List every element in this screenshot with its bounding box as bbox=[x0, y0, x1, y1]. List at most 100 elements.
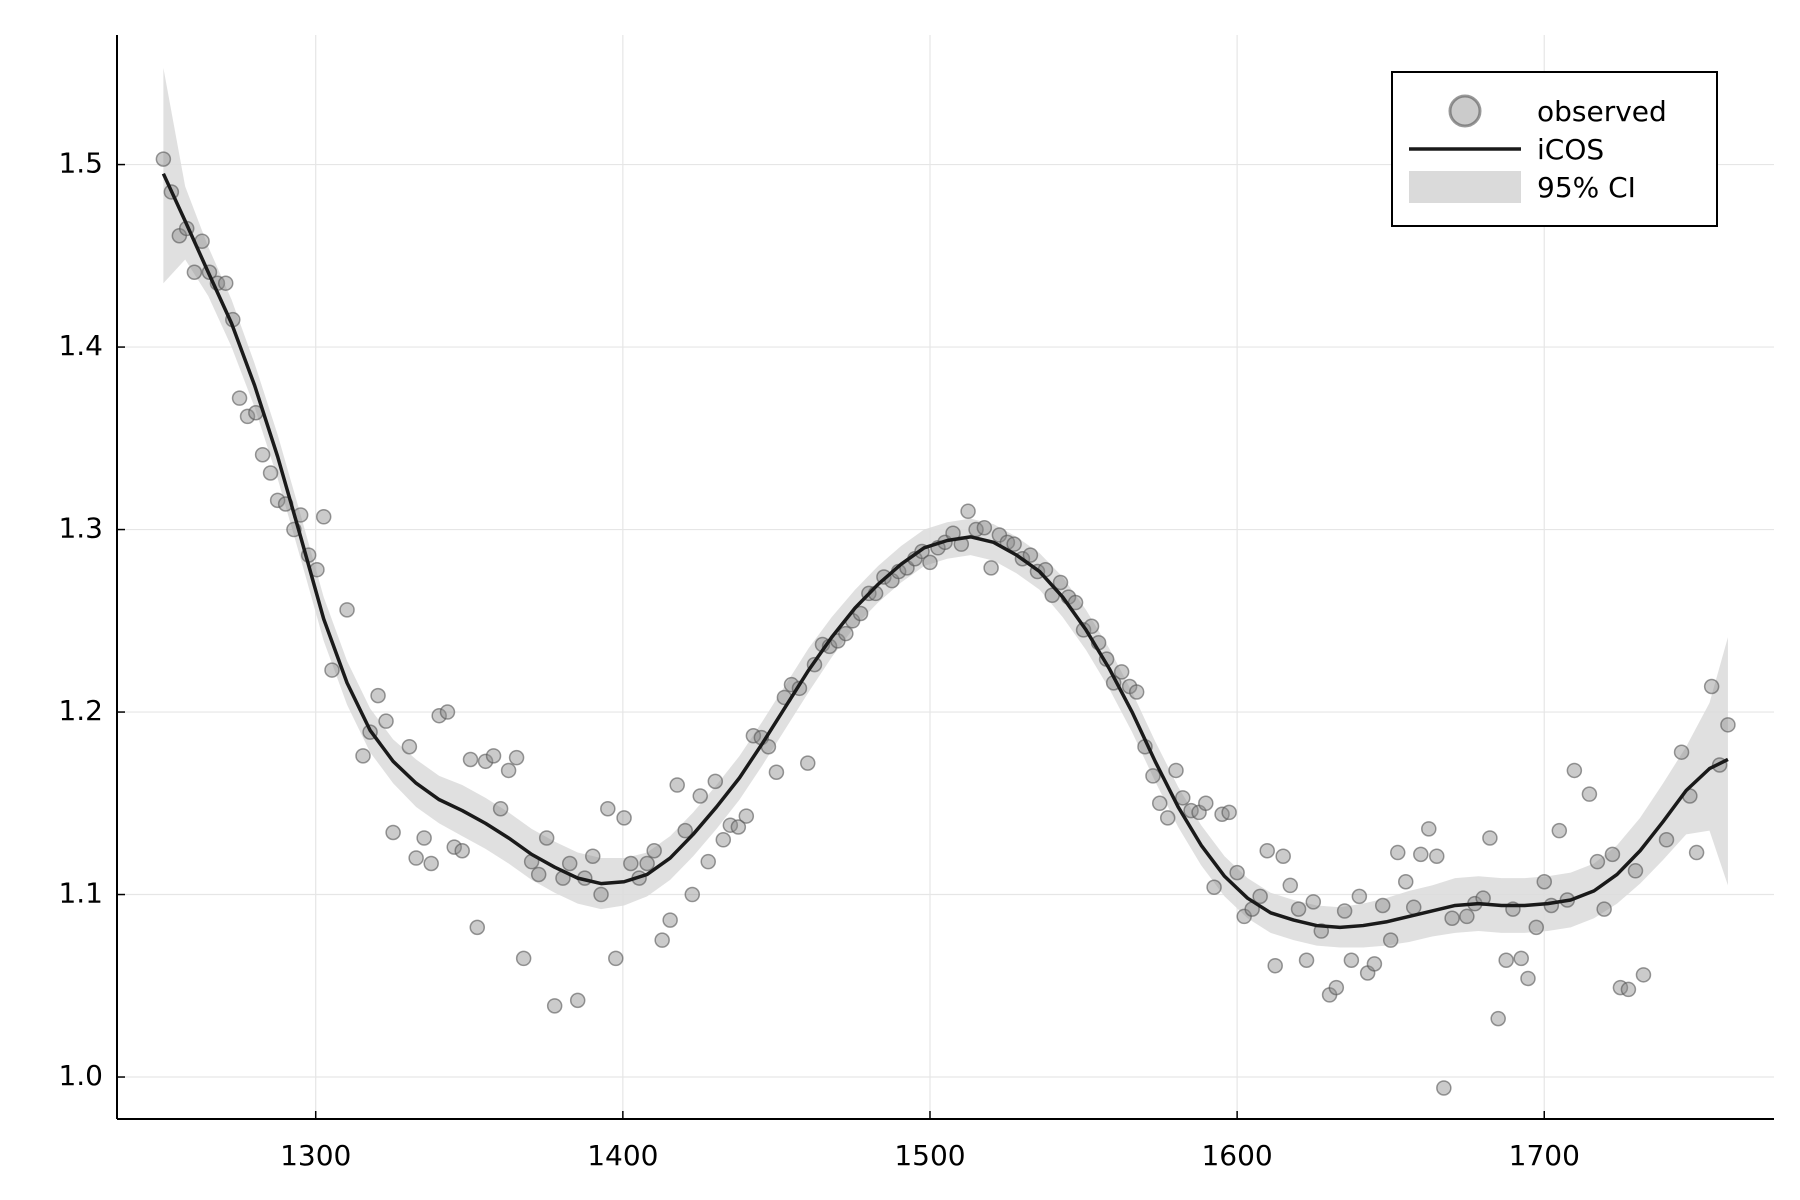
data-point bbox=[662, 912, 678, 928]
legend-label: observed bbox=[1537, 95, 1667, 128]
y-tick-label: 1.0 bbox=[58, 1059, 103, 1092]
data-point bbox=[355, 748, 371, 764]
data-point bbox=[960, 503, 976, 520]
data-point bbox=[1589, 853, 1606, 870]
y-tick-label: 1.1 bbox=[58, 877, 103, 910]
data-point bbox=[155, 151, 172, 167]
data-point bbox=[546, 998, 563, 1014]
data-point bbox=[530, 866, 547, 883]
data-point bbox=[707, 773, 724, 790]
data-point bbox=[1006, 536, 1022, 552]
data-point bbox=[838, 625, 854, 642]
data-point bbox=[1145, 768, 1161, 784]
data-point bbox=[593, 886, 609, 903]
data-point bbox=[1113, 664, 1130, 680]
data-point bbox=[477, 753, 494, 770]
data-point bbox=[1498, 952, 1514, 968]
data-point bbox=[692, 788, 709, 804]
data-point bbox=[385, 824, 401, 841]
data-point bbox=[799, 755, 816, 771]
data-point bbox=[508, 749, 525, 766]
data-point bbox=[1290, 901, 1307, 917]
data-point bbox=[1128, 684, 1145, 700]
data-point bbox=[1703, 678, 1720, 695]
data-point bbox=[852, 605, 869, 622]
data-point bbox=[1513, 950, 1529, 967]
data-point bbox=[315, 509, 332, 525]
data-point bbox=[1159, 810, 1176, 826]
data-point bbox=[646, 842, 662, 859]
data-point bbox=[262, 465, 279, 481]
data-point bbox=[730, 819, 747, 835]
data-point bbox=[1490, 1010, 1506, 1027]
x-tick-label: 1700 bbox=[1509, 1139, 1580, 1172]
data-point bbox=[1459, 908, 1475, 925]
data-point bbox=[485, 748, 502, 764]
data-point bbox=[1229, 864, 1245, 881]
data-point bbox=[423, 855, 439, 872]
data-point bbox=[1275, 848, 1291, 864]
data-point bbox=[976, 519, 993, 536]
data-point bbox=[339, 602, 355, 618]
data-point bbox=[561, 855, 578, 872]
data-point bbox=[1536, 874, 1553, 890]
data-point bbox=[1581, 786, 1598, 802]
y-tick-label: 1.2 bbox=[58, 694, 103, 727]
fit-line bbox=[161, 172, 1729, 930]
data-point bbox=[616, 810, 632, 826]
data-point bbox=[1596, 901, 1612, 917]
data-point bbox=[1221, 804, 1237, 821]
data-point bbox=[370, 687, 386, 704]
data-point bbox=[768, 764, 785, 781]
data-point bbox=[1627, 863, 1644, 879]
data-point bbox=[492, 801, 509, 817]
data-point bbox=[585, 848, 601, 864]
data-point bbox=[1336, 903, 1353, 919]
data-point bbox=[500, 762, 517, 779]
data-point bbox=[1604, 846, 1621, 863]
data-point bbox=[469, 919, 486, 936]
data-point bbox=[1551, 822, 1568, 839]
legend-label: iCOS bbox=[1537, 133, 1604, 166]
data-point bbox=[217, 275, 234, 291]
data-point bbox=[1328, 979, 1345, 996]
data-point bbox=[1175, 790, 1191, 806]
data-point bbox=[608, 950, 624, 967]
data-point bbox=[408, 850, 424, 866]
data-point bbox=[654, 932, 670, 948]
data-point bbox=[462, 751, 479, 768]
y-tick-label: 1.4 bbox=[58, 329, 103, 362]
data-point bbox=[1374, 897, 1391, 914]
y-tick-label: 1.5 bbox=[58, 147, 103, 180]
data-point bbox=[1390, 844, 1406, 861]
data-point bbox=[1620, 981, 1637, 998]
data-point bbox=[1688, 844, 1705, 861]
data-point bbox=[639, 855, 655, 872]
data-point bbox=[1305, 894, 1322, 910]
data-point bbox=[378, 713, 394, 729]
data-point bbox=[1267, 957, 1283, 974]
x-tick-label: 1600 bbox=[1201, 1139, 1272, 1172]
data-point bbox=[1405, 899, 1422, 916]
data-point bbox=[1343, 952, 1360, 968]
data-point bbox=[1720, 717, 1736, 733]
data-point bbox=[1436, 1080, 1452, 1096]
data-point bbox=[1151, 795, 1168, 812]
data-point bbox=[454, 842, 470, 859]
data-point bbox=[1198, 795, 1214, 812]
data-point bbox=[254, 446, 271, 463]
data-point bbox=[1052, 574, 1069, 591]
data-point bbox=[1397, 874, 1414, 890]
x-tick-label: 1400 bbox=[587, 1139, 658, 1172]
data-point bbox=[1658, 832, 1675, 848]
data-point bbox=[538, 830, 555, 846]
legend-swatch bbox=[1448, 94, 1482, 128]
data-point bbox=[1298, 952, 1315, 968]
data-point bbox=[1351, 888, 1368, 905]
x-tick-label: 1300 bbox=[280, 1139, 351, 1172]
data-point bbox=[1413, 846, 1429, 863]
data-point bbox=[700, 853, 716, 870]
legend-swatch bbox=[1409, 171, 1521, 203]
data-point bbox=[269, 492, 286, 509]
data-point bbox=[715, 832, 732, 848]
